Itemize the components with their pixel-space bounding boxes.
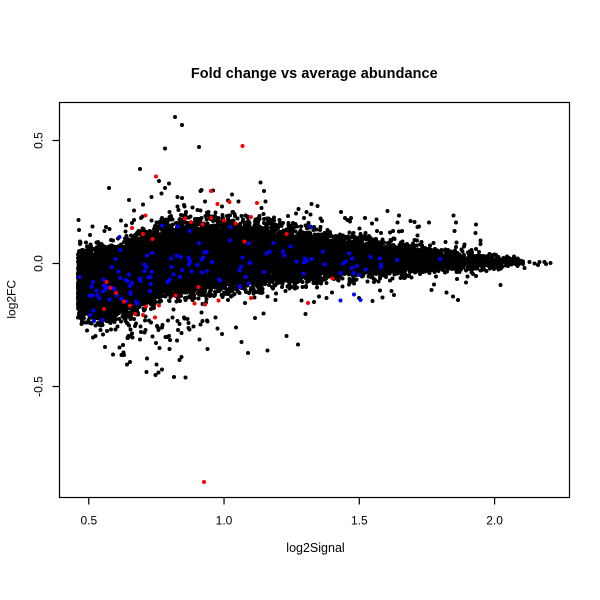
svg-text:0.5: 0.5 xyxy=(32,132,46,149)
svg-text:1.0: 1.0 xyxy=(216,514,233,528)
svg-text:log2FC: log2FC xyxy=(5,280,19,319)
svg-text:0.0: 0.0 xyxy=(32,255,46,272)
svg-text:log2Signal: log2Signal xyxy=(286,541,344,555)
svg-text:1.5: 1.5 xyxy=(351,514,368,528)
svg-text:2.0: 2.0 xyxy=(486,514,503,528)
svg-text:-0.5: -0.5 xyxy=(32,376,46,397)
svg-text:Fold change vs average abundan: Fold change vs average abundance xyxy=(191,66,438,82)
svg-text:0.5: 0.5 xyxy=(80,514,97,528)
